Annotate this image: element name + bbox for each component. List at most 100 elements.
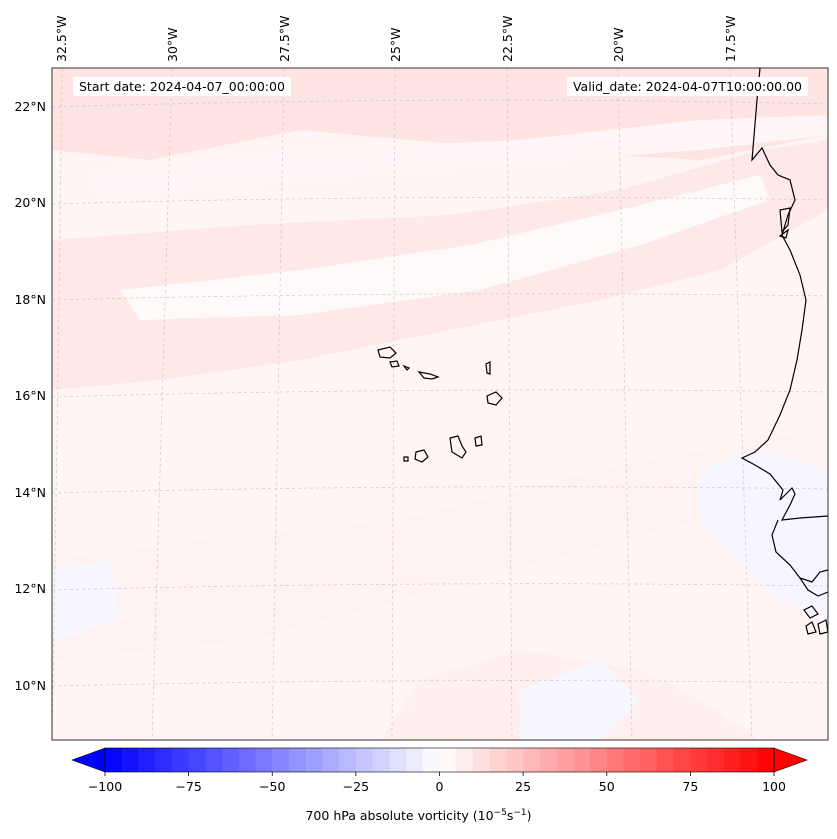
colorbar-cell xyxy=(188,748,206,772)
lat-label: 10°N xyxy=(14,678,46,693)
island-maio xyxy=(474,435,483,447)
lon-label: 30°W xyxy=(165,27,180,62)
start-date-label: Start date: 2024-04-07_00:00:00 xyxy=(73,77,291,96)
colorbar-cell xyxy=(422,748,441,772)
bijagos-island xyxy=(805,621,817,635)
coastal-inlet xyxy=(779,207,791,234)
colorbar-cell xyxy=(389,748,407,772)
lon-gridline xyxy=(729,68,753,740)
senegal-gambia-coast xyxy=(771,519,828,583)
lon-label: 32.5°W xyxy=(54,16,69,62)
lat-label: 22°N xyxy=(14,99,46,114)
coastlines xyxy=(740,68,828,635)
bijagos-island xyxy=(817,619,828,635)
colorbar-cell xyxy=(757,748,775,772)
colorbar-cell xyxy=(740,748,758,772)
colorbar-cells xyxy=(105,748,775,772)
colorbar-cell xyxy=(238,748,257,772)
lon-gridline xyxy=(391,68,396,740)
island-fogo xyxy=(414,449,429,463)
island-santiago xyxy=(449,435,467,459)
lon-gridline xyxy=(52,68,63,740)
lat-gridline xyxy=(52,196,828,205)
colorbar-cell xyxy=(205,748,223,772)
island-brava xyxy=(403,456,409,462)
longitude-labels: 32.5°W 30°W 27.5°W 25°W 22.5°W 20°W 17.5… xyxy=(54,16,738,62)
colorbar-cell xyxy=(623,748,641,772)
colorbar-cell xyxy=(606,748,625,772)
colorbar-cell xyxy=(138,748,156,772)
colorbar-cell xyxy=(723,748,742,772)
colorbar-cell xyxy=(489,748,508,772)
colorbar-cell xyxy=(506,748,524,772)
colorbar-cell xyxy=(305,748,324,772)
colorbar-cell xyxy=(673,748,691,772)
colorbar-cell xyxy=(339,748,357,772)
lat-label: 14°N xyxy=(14,485,46,500)
colorbar-cell xyxy=(222,748,240,772)
colorbar-cell xyxy=(372,748,390,772)
lon-label: 25°W xyxy=(388,27,403,62)
lon-gridline xyxy=(151,68,173,740)
island-santo-antao xyxy=(377,346,397,359)
cape-verde-islands xyxy=(377,346,503,463)
colorbar-cell xyxy=(322,748,340,772)
lat-gridline xyxy=(52,680,828,687)
lat-gridline xyxy=(52,389,828,398)
island-boa-vista xyxy=(486,391,503,406)
colorbar-cell xyxy=(556,748,574,772)
lat-label: 16°N xyxy=(14,388,46,403)
colorbar-cell xyxy=(690,748,708,772)
lon-label: 22.5°W xyxy=(500,16,515,62)
colorbar-extend-max-arrow xyxy=(773,747,808,773)
colorbar-tick-label: −50 xyxy=(259,779,285,794)
colorbar-cell xyxy=(105,748,123,772)
colorbar-tick-label: −100 xyxy=(88,779,122,794)
gridlines xyxy=(52,68,828,740)
map-frame xyxy=(51,67,829,741)
colorbar-tick-label: 75 xyxy=(682,779,698,794)
colorbar-tick-label: −75 xyxy=(175,779,201,794)
latitude-labels: 22°N 20°N 18°N 16°N 14°N 12°N 10°N xyxy=(14,99,46,693)
colorbar-cell xyxy=(456,748,474,772)
colorbar-label: 700 hPa absolute vorticity (10−5s−1) xyxy=(0,808,837,823)
lat-label: 20°N xyxy=(14,195,46,210)
colorbar-cell xyxy=(255,748,273,772)
lat-label: 12°N xyxy=(14,581,46,596)
colorbar-tick-label: 25 xyxy=(515,779,531,794)
vorticity-band-lower xyxy=(52,430,828,660)
colorbar-cell xyxy=(656,748,675,772)
colorbar: −100 −75 −50 −25 0 25 50 75 100 xyxy=(71,747,808,794)
colorbar-tick-label: 50 xyxy=(599,779,615,794)
guinea-bissau-coast xyxy=(799,577,828,597)
colorbar-cell xyxy=(355,748,374,772)
colorbar-extend-min-arrow xyxy=(71,747,106,773)
bijagos-island xyxy=(803,605,819,619)
colorbar-cell xyxy=(707,748,725,772)
island-sao-nicolau xyxy=(417,371,440,380)
negative-vorticity-patch-south xyxy=(520,660,640,740)
vorticity-band-white-streak xyxy=(120,175,770,320)
colorbar-cell xyxy=(439,748,457,772)
island-santa-luzia xyxy=(402,364,411,371)
colorbar-cell xyxy=(121,748,140,772)
valid-date-label: Valid_date: 2024-04-07T10:00:00.00 xyxy=(566,77,808,96)
colorbar-units: (10−5s−1) xyxy=(472,808,532,824)
lon-gridline xyxy=(617,68,633,740)
coastal-inlet xyxy=(778,228,789,239)
colorbar-cell xyxy=(171,748,190,772)
colorbar-cell xyxy=(472,748,491,772)
negative-vorticity-patch-west xyxy=(52,560,120,640)
lat-label: 18°N xyxy=(14,292,46,307)
lon-label: 27.5°W xyxy=(277,16,292,62)
colorbar-cell xyxy=(406,748,424,772)
lon-label: 20°W xyxy=(611,27,626,62)
colorbar-cell xyxy=(640,748,658,772)
vorticity-band-white-north xyxy=(90,115,828,200)
colorbar-cell xyxy=(155,748,173,772)
colorbar-cell xyxy=(539,748,558,772)
vorticity-field xyxy=(52,68,828,740)
colorbar-cell xyxy=(590,748,608,772)
negative-vorticity-patch-coast xyxy=(700,450,828,620)
